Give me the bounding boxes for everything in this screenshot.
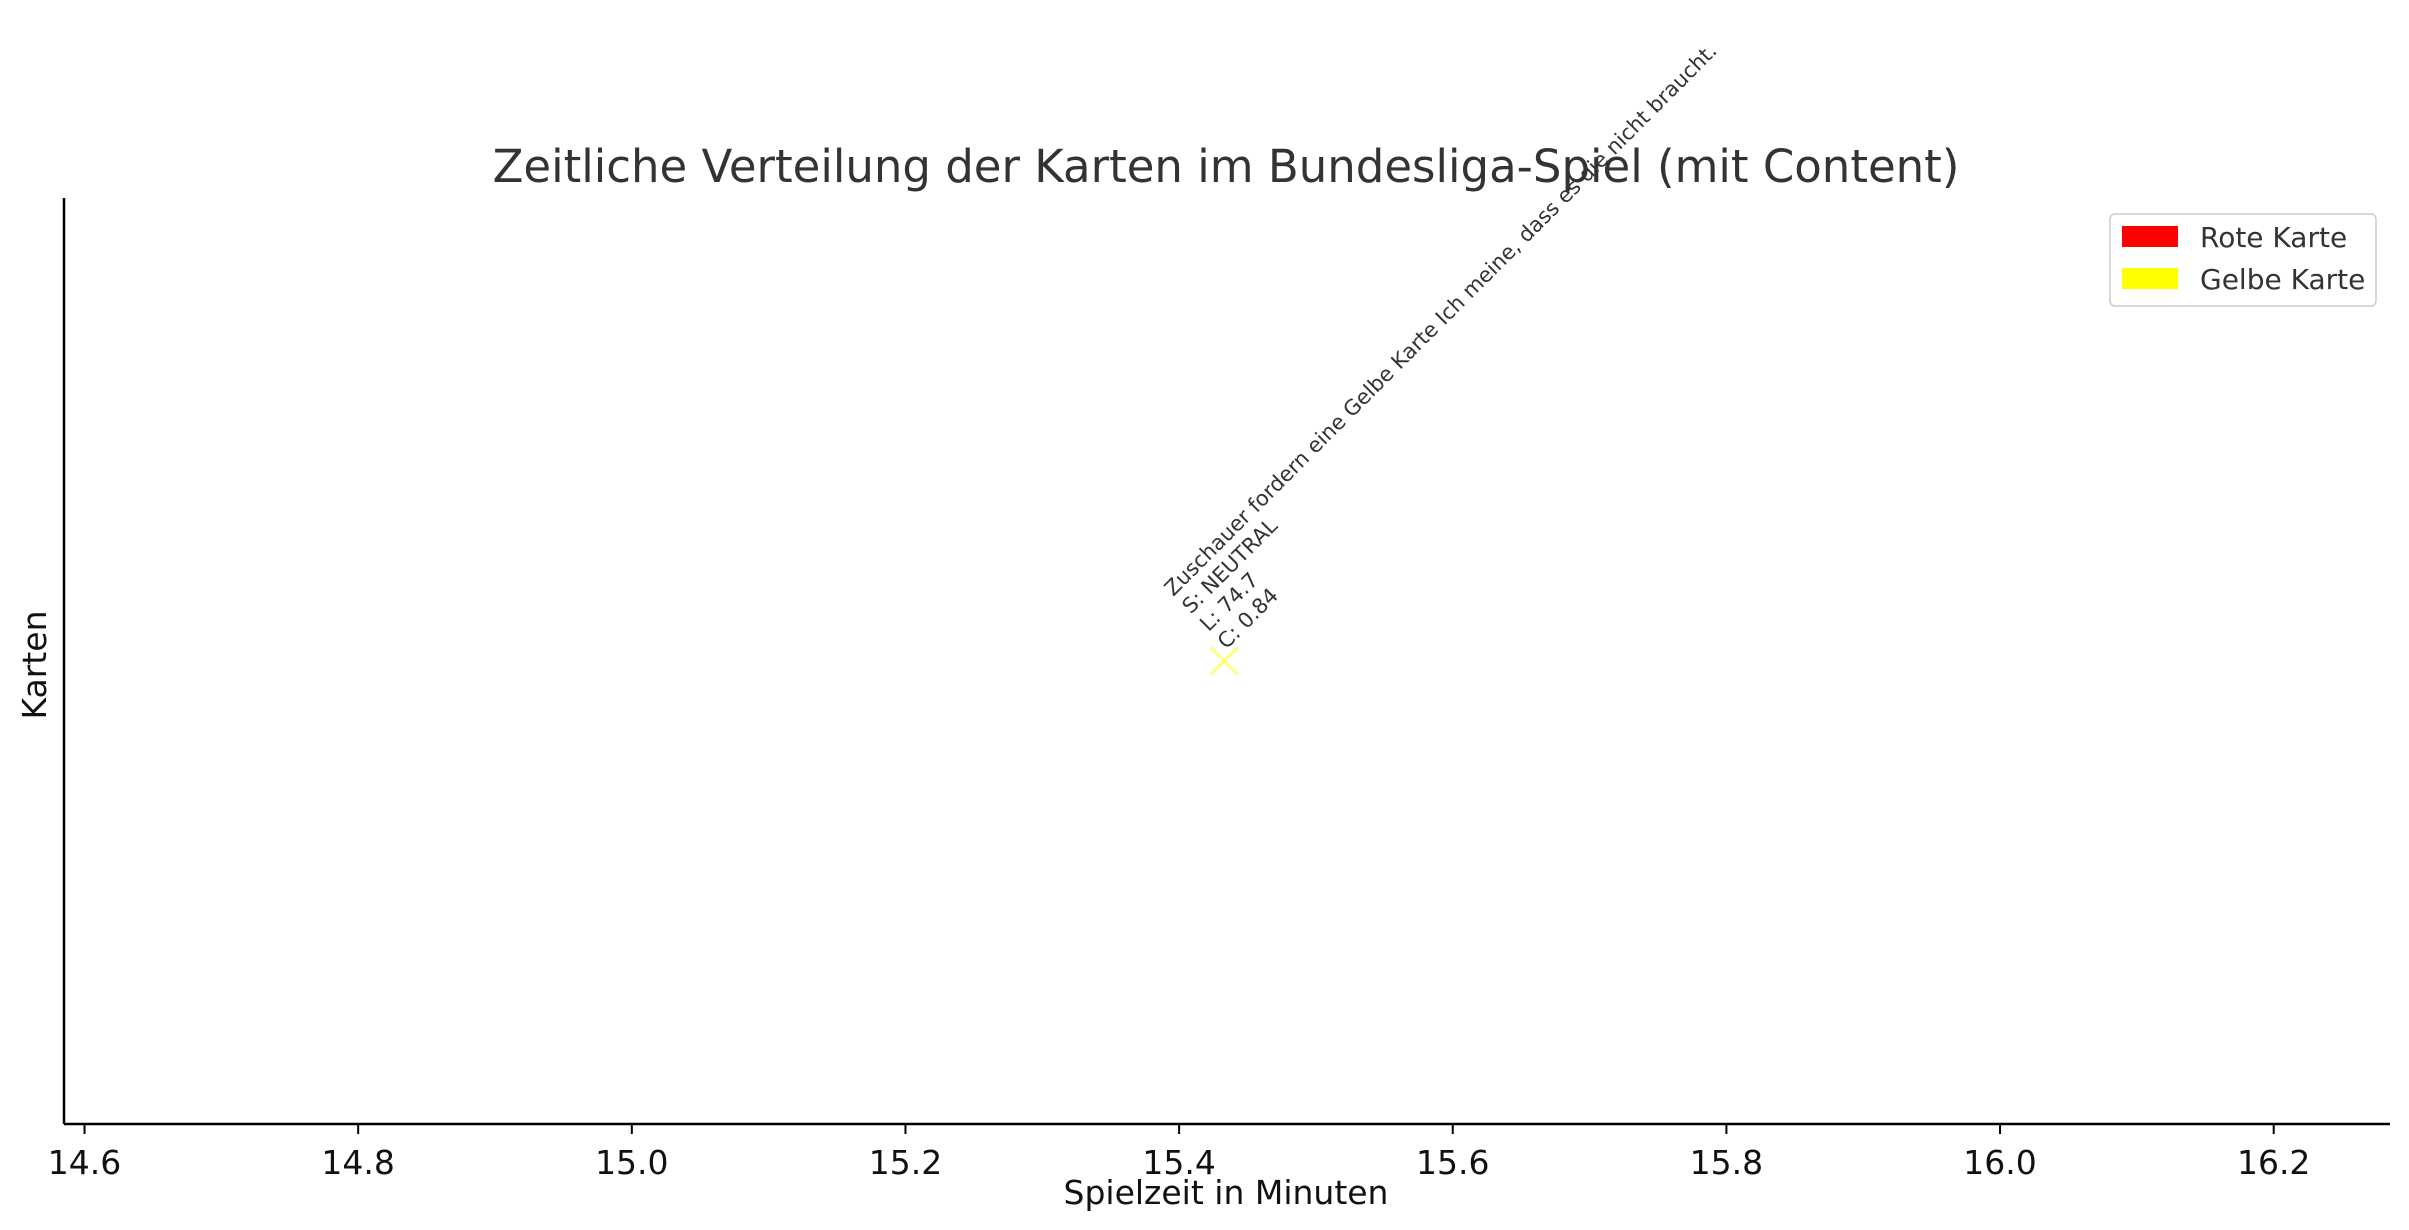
x-tick-label: 16.0 [1963, 1143, 2036, 1182]
x-tick-label: 15.0 [595, 1143, 668, 1182]
legend-swatch-rote-karte [2122, 226, 2178, 247]
x-tick-label: 16.2 [2237, 1143, 2310, 1182]
x-tick-label: 15.6 [1416, 1143, 1489, 1182]
x-axis-label: Spielzeit in Minuten [1064, 1173, 1389, 1212]
legend-swatch-gelbe-karte [2122, 268, 2178, 289]
legend-label-rote-karte: Rote Karte [2200, 221, 2347, 254]
x-tick-label: 15.8 [1690, 1143, 1763, 1182]
data-points: Zuschauer fordern eine Gelbe Karte Ich m… [1160, 39, 1775, 677]
y-axis-label: Karten [15, 610, 54, 719]
x-tick-label: 15.2 [869, 1143, 942, 1182]
card-marker-stroke [1209, 645, 1240, 677]
card-annotation: Zuschauer fordern eine Gelbe Karte Ich m… [1160, 39, 1775, 654]
chart-title: Zeitliche Verteilung der Karten im Bunde… [493, 140, 1960, 193]
x-axis-ticks: 14.6 14.8 15.0 15.2 15.4 15.6 15.8 16.0 16.2 [48, 1124, 2310, 1182]
card-marker [1209, 645, 1240, 677]
x-tick-label: 14.6 [48, 1143, 121, 1182]
card-annotation-line: Zuschauer fordern eine Gelbe Karte Ich m… [1160, 39, 1722, 601]
x-tick-label: 15.4 [1142, 1143, 1215, 1182]
legend: Rote Karte Gelbe Karte [2109, 213, 2377, 307]
legend-label-gelbe-karte: Gelbe Karte [2200, 263, 2365, 296]
x-tick-label: 14.8 [321, 1143, 394, 1182]
